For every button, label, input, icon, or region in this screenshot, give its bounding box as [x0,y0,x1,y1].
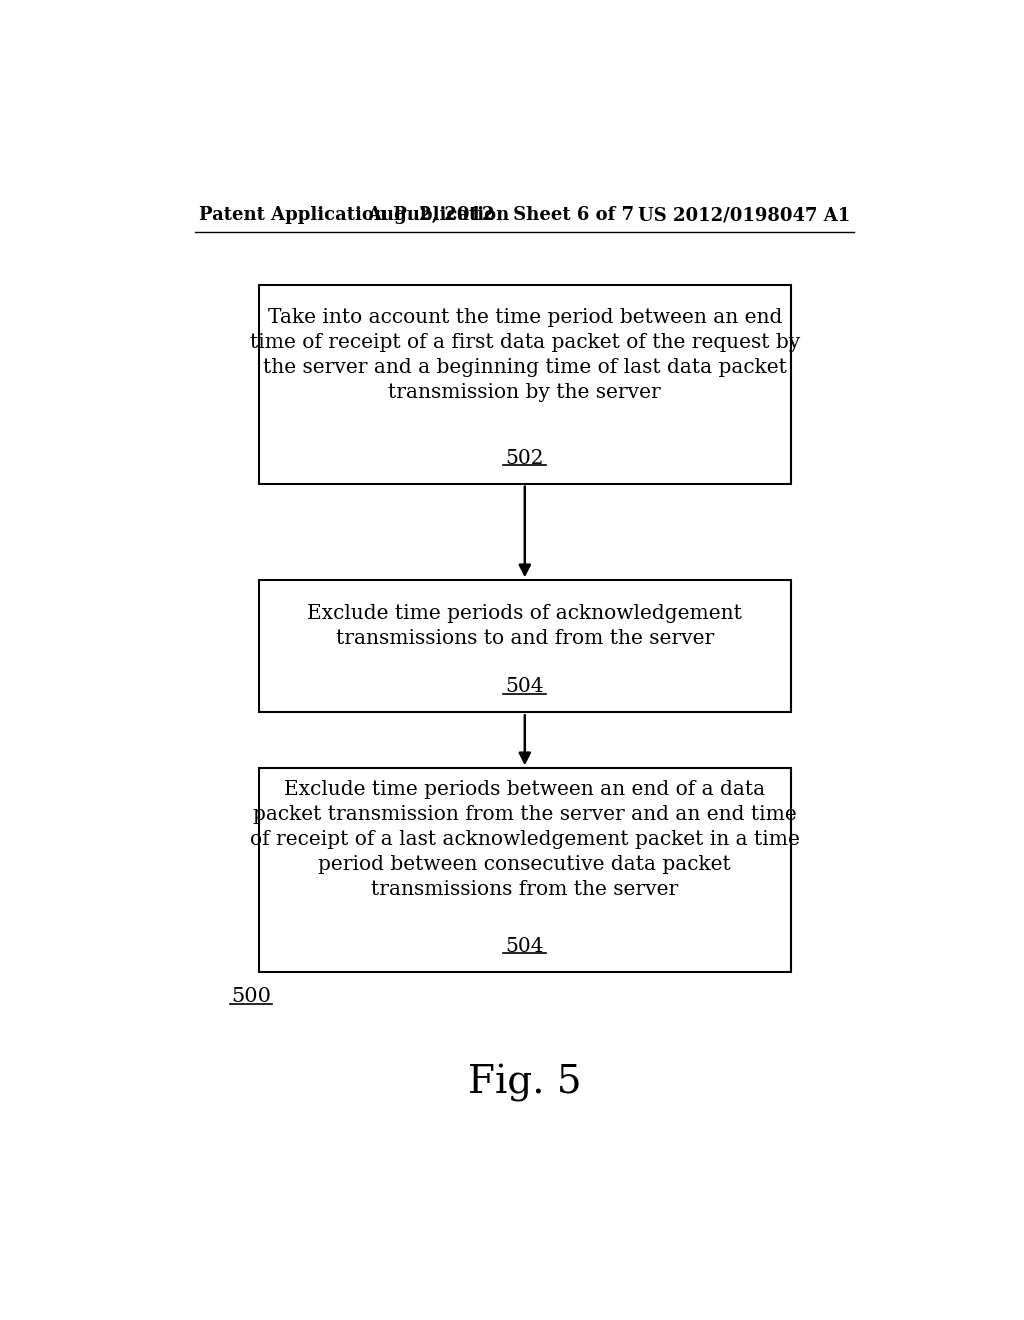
Text: 504: 504 [506,937,544,956]
Text: Fig. 5: Fig. 5 [468,1064,582,1102]
Text: 500: 500 [231,987,271,1006]
Text: Aug. 2, 2012   Sheet 6 of 7: Aug. 2, 2012 Sheet 6 of 7 [368,206,635,224]
Text: Take into account the time period between an end
time of receipt of a first data: Take into account the time period betwee… [250,308,800,401]
FancyBboxPatch shape [259,285,791,483]
Text: 502: 502 [506,449,544,467]
FancyBboxPatch shape [259,768,791,972]
Text: Exclude time periods of acknowledgement
transmissions to and from the server: Exclude time periods of acknowledgement … [307,605,742,648]
Text: Exclude time periods between an end of a data
packet transmission from the serve: Exclude time periods between an end of a… [250,780,800,899]
Text: 504: 504 [506,677,544,697]
Text: US 2012/0198047 A1: US 2012/0198047 A1 [638,206,850,224]
FancyBboxPatch shape [259,581,791,713]
Text: Patent Application Publication: Patent Application Publication [200,206,510,224]
